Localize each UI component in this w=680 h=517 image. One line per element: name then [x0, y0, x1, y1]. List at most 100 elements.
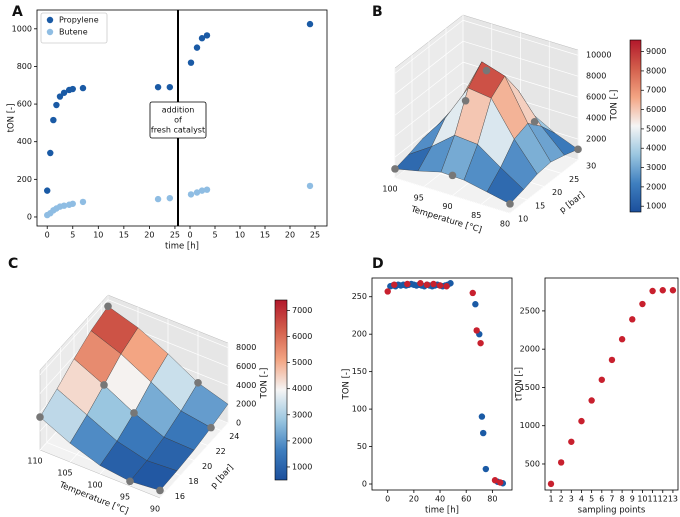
y-tick-label: 15 — [535, 201, 545, 210]
x-tick-label: 40 — [435, 495, 445, 504]
y-tick-label: 1000 — [12, 24, 32, 33]
x-tick-label: 12 — [658, 495, 668, 504]
data-point — [472, 301, 479, 308]
legend-marker — [46, 28, 54, 36]
measured-point — [482, 66, 491, 75]
data-point — [639, 300, 646, 308]
x-tick-label: 100 — [87, 481, 102, 490]
annotation: addition — [162, 106, 195, 115]
grid-line — [462, 40, 579, 77]
x-tick-label: 80 — [487, 495, 497, 504]
data-point — [478, 413, 486, 420]
data-point — [608, 356, 616, 364]
panel-label: D — [372, 256, 384, 272]
z-tick-label: 6000 — [236, 362, 256, 371]
x-axis-label: sampling points — [578, 506, 646, 516]
grid-line — [107, 299, 229, 349]
grid-line — [394, 19, 464, 74]
grid-line — [394, 61, 464, 116]
data-point — [60, 89, 68, 96]
grid-line — [39, 299, 109, 375]
plot-frame — [36, 9, 328, 227]
data-point — [44, 187, 51, 194]
measured-point — [207, 423, 215, 432]
data-point — [482, 465, 490, 473]
colorbar-tick-label: 1000 — [646, 202, 666, 211]
x-tick-label: 105 — [57, 469, 72, 478]
data-point — [50, 116, 57, 124]
surface-patch — [129, 460, 178, 491]
data-point — [578, 417, 585, 425]
y-tick-label: 30 — [586, 162, 596, 171]
x-tick-label: 5 — [589, 495, 594, 504]
y-tick-label: 800 — [17, 62, 32, 71]
y-tick-label: 10 — [518, 215, 528, 224]
x-tick-label: 10 — [93, 231, 103, 240]
legend-marker — [46, 16, 54, 24]
x-tick-label: 0 — [45, 231, 50, 240]
colorbar-tick-label: 9000 — [646, 47, 666, 56]
colorbar-tick-label: 7000 — [292, 306, 312, 315]
x-tick-label: 10 — [235, 231, 245, 240]
data-point — [60, 202, 68, 209]
colorbar-tick-label: 3000 — [292, 410, 312, 419]
measured-point — [36, 413, 44, 421]
x-tick-label: 80 — [500, 220, 510, 229]
data-point — [69, 200, 76, 207]
legend-label: Propylene — [59, 16, 99, 25]
data-point — [669, 287, 677, 294]
grid-line — [394, 82, 464, 137]
data-point — [166, 83, 174, 91]
x-tick-label: 2 — [559, 495, 564, 504]
data-point — [384, 288, 391, 295]
plot-frame — [544, 277, 679, 491]
y-tick-label: 20 — [202, 462, 212, 471]
z-tick-label: 0 — [236, 419, 241, 428]
y-tick-label: 25 — [569, 175, 579, 184]
data-point — [557, 459, 565, 466]
measured-point — [391, 165, 399, 173]
y-tick-label: 0 — [362, 480, 367, 489]
x-tick-label: 20 — [285, 231, 295, 240]
z-tick-label: 6000 — [586, 93, 606, 102]
data-point — [588, 397, 595, 404]
z-tick-label: 4000 — [586, 114, 606, 123]
grid-line — [394, 40, 464, 95]
data-point — [166, 194, 174, 202]
z-axis-label: TON [-] — [260, 368, 270, 400]
colorbar-tick-label: 6000 — [646, 105, 666, 114]
x-tick-label: 13 — [668, 495, 678, 504]
data-point — [198, 35, 206, 42]
y-axis-label: p [bar] — [209, 463, 236, 491]
y-tick-label: 250 — [352, 292, 367, 301]
data-point — [404, 280, 411, 288]
data-point — [547, 480, 555, 488]
x-axis-label: time [h] — [425, 506, 459, 516]
y-tick-label: 100 — [352, 405, 367, 414]
data-point — [477, 339, 484, 347]
panel-label: C — [8, 256, 18, 272]
panel-label: A — [12, 4, 23, 20]
y-tick-label: 500 — [525, 459, 540, 468]
z-tick-label: 8000 — [236, 343, 256, 352]
data-point — [618, 336, 626, 343]
measured-point — [104, 302, 112, 311]
annotation: of — [174, 116, 182, 125]
data-point — [629, 316, 636, 323]
data-point — [193, 189, 201, 196]
measured-point — [574, 145, 582, 154]
colorbar-tick-label: 3000 — [646, 163, 666, 172]
data-point — [306, 20, 314, 28]
y-axis-label: TON [-] — [342, 369, 352, 401]
data-point — [193, 44, 201, 51]
measured-point — [100, 381, 108, 389]
data-point — [491, 477, 499, 484]
data-point — [423, 281, 431, 288]
measured-point — [461, 96, 470, 105]
colorbar-tick-label: 5000 — [292, 358, 312, 367]
surface-patch — [486, 167, 524, 205]
x-tick-label: 95 — [414, 193, 424, 202]
annotation-box — [149, 101, 207, 139]
data-point — [497, 479, 504, 486]
x-tick-label: 10 — [637, 495, 647, 504]
